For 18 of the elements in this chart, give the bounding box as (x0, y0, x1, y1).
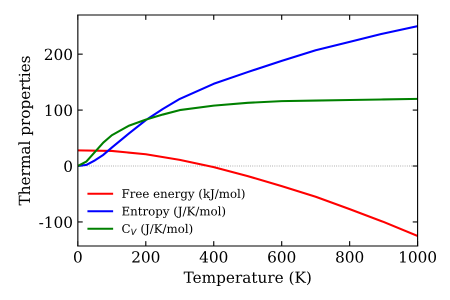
y-axis-title: Thermal properties (18, 56, 34, 206)
x-tick-label: 800 (336, 251, 364, 263)
x-tick-label: 400 (200, 251, 228, 263)
x-tick-label: 1000 (400, 251, 436, 263)
x-tick-label: 600 (268, 251, 296, 263)
line-series (78, 149, 418, 237)
y-tick-label: -100 (39, 216, 72, 228)
legend-label: Entropy (J/K/mol) (122, 206, 226, 218)
line-series (78, 25, 418, 168)
legend-label: Free energy (kJ/mol) (122, 188, 245, 201)
y-tick-label: 200 (44, 48, 72, 60)
y-tick-label: 0 (64, 160, 72, 172)
line-series (78, 98, 418, 168)
y-tick-label: 100 (46, 104, 72, 116)
x-tick-label: 200 (132, 251, 160, 263)
x-axis-title: Temperature (K) (184, 271, 311, 286)
legend-label: C$_{V}$ (J/K/mol) (122, 224, 192, 236)
x-tick-label: 0 (74, 251, 82, 263)
